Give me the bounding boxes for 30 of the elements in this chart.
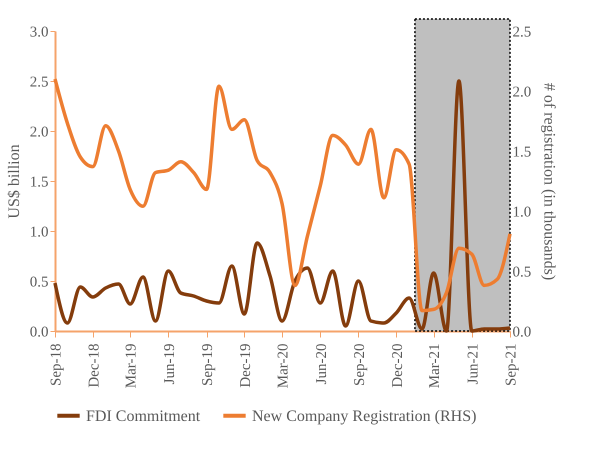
y2-tick-label: 1.0	[512, 204, 532, 220]
y2-axis-title: # of registration (in thousands)	[540, 82, 558, 280]
x-tick-label: Dec-19	[238, 344, 254, 388]
y2-tick-label: 0.0	[512, 324, 532, 340]
x-tick-label: Jun-20	[314, 344, 330, 384]
y-tick-label: 3.0	[30, 24, 48, 40]
y2-tick-label: 1.5	[512, 144, 532, 160]
x-tick-label: Jun-19	[162, 344, 178, 384]
y-tick-label: 2.5	[30, 74, 48, 90]
x-tick-label: Mar-21	[427, 344, 444, 388]
legend-label: FDI Commitment	[86, 408, 201, 425]
y-axis-title: US$ billion	[6, 144, 23, 219]
y-tick-label: 1.5	[30, 174, 48, 190]
y-tick-label: 1.0	[30, 224, 48, 240]
x-tick-label: Jun-21	[465, 344, 482, 384]
x-tick-label: Sep-20	[352, 344, 368, 386]
y2-tick-label: 2.5	[512, 24, 532, 40]
x-tick-label: Mar-19	[124, 344, 140, 388]
x-tick-label: Dec-18	[86, 344, 102, 388]
x-tick-label: Sep-18	[48, 344, 64, 386]
y2-tick-label: 0.5	[512, 264, 532, 280]
x-tick-label: Sep-19	[200, 344, 216, 386]
x-tick-label: Sep-21	[504, 344, 520, 386]
x-tick-label: Dec-20	[390, 344, 406, 388]
x-tick-label: Mar-20	[276, 344, 292, 388]
y-tick-label: 0.5	[30, 274, 48, 290]
y-tick-label: 2.0	[30, 124, 48, 140]
y-tick-label: 0.0	[30, 324, 48, 340]
y2-tick-label: 2.0	[512, 84, 532, 100]
legend-label: New Company Registration (RHS)	[252, 408, 476, 425]
